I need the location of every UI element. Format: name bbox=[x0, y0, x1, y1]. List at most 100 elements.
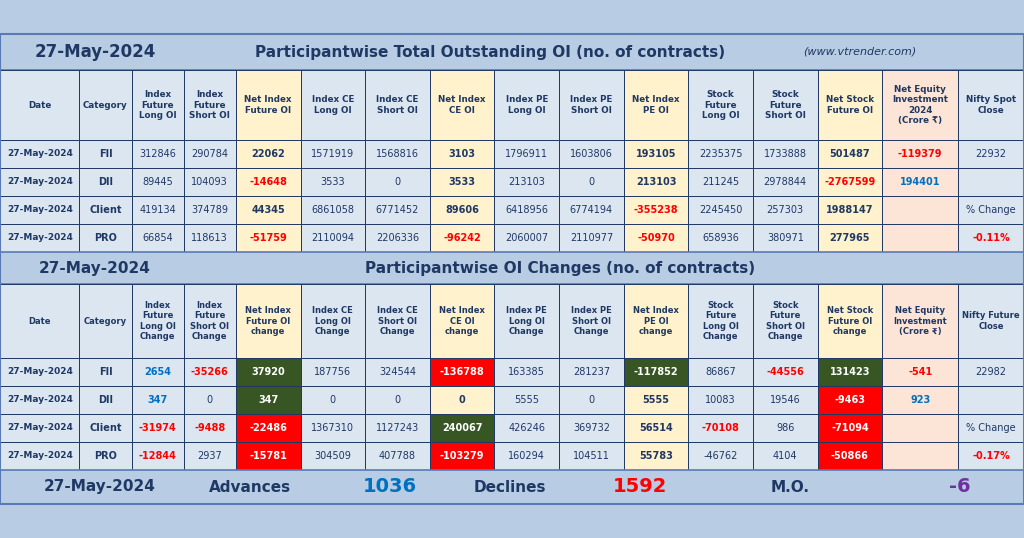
Bar bbox=[688, 168, 753, 196]
Bar bbox=[131, 358, 183, 386]
Text: 160294: 160294 bbox=[508, 451, 545, 461]
Bar bbox=[753, 386, 817, 414]
Text: 3103: 3103 bbox=[449, 149, 475, 159]
Bar bbox=[495, 386, 559, 414]
Bar bbox=[80, 442, 131, 470]
Text: 419134: 419134 bbox=[139, 205, 176, 215]
Bar bbox=[559, 442, 624, 470]
Text: PRO: PRO bbox=[94, 233, 117, 243]
Text: 56514: 56514 bbox=[639, 423, 673, 433]
Bar bbox=[0, 252, 1024, 284]
Bar bbox=[300, 284, 366, 358]
Text: 1571919: 1571919 bbox=[311, 149, 354, 159]
Text: Net Stock
Future OI
change: Net Stock Future OI change bbox=[826, 306, 873, 336]
Bar bbox=[958, 414, 1024, 442]
Bar bbox=[80, 168, 131, 196]
Text: DII: DII bbox=[98, 395, 113, 405]
Text: PRO: PRO bbox=[94, 451, 117, 461]
Text: Index
Future
Long OI: Index Future Long OI bbox=[139, 90, 176, 120]
Bar bbox=[0, 224, 80, 252]
Bar bbox=[883, 386, 958, 414]
Bar bbox=[300, 224, 366, 252]
Text: 290784: 290784 bbox=[191, 149, 228, 159]
Bar bbox=[366, 224, 430, 252]
Text: 6774194: 6774194 bbox=[569, 205, 613, 215]
Text: 19546: 19546 bbox=[770, 395, 801, 405]
Text: -50970: -50970 bbox=[637, 233, 675, 243]
Bar bbox=[958, 358, 1024, 386]
Text: 2110977: 2110977 bbox=[569, 233, 613, 243]
Bar bbox=[236, 386, 300, 414]
Text: Category: Category bbox=[83, 101, 128, 110]
Bar bbox=[183, 70, 236, 140]
Bar bbox=[131, 224, 183, 252]
Bar bbox=[688, 358, 753, 386]
Bar bbox=[80, 224, 131, 252]
Text: 2206336: 2206336 bbox=[376, 233, 419, 243]
Bar bbox=[817, 168, 883, 196]
Bar bbox=[430, 70, 495, 140]
Text: Net Index
PE OI: Net Index PE OI bbox=[632, 95, 680, 115]
Text: 1592: 1592 bbox=[612, 478, 668, 497]
Bar bbox=[624, 140, 688, 168]
Text: Advances: Advances bbox=[209, 479, 291, 494]
Text: 104511: 104511 bbox=[573, 451, 610, 461]
Text: 986: 986 bbox=[776, 423, 795, 433]
Text: 1127243: 1127243 bbox=[376, 423, 419, 433]
Text: Participantwise Total Outstanding OI (no. of contracts): Participantwise Total Outstanding OI (no… bbox=[255, 45, 725, 60]
Bar bbox=[183, 442, 236, 470]
Bar bbox=[236, 442, 300, 470]
Text: 6771452: 6771452 bbox=[376, 205, 419, 215]
Text: 923: 923 bbox=[910, 395, 931, 405]
Bar bbox=[236, 168, 300, 196]
Text: 1603806: 1603806 bbox=[570, 149, 612, 159]
Bar bbox=[624, 358, 688, 386]
Bar bbox=[430, 386, 495, 414]
Bar bbox=[80, 70, 131, 140]
Text: 22932: 22932 bbox=[976, 149, 1007, 159]
Text: 213103: 213103 bbox=[508, 177, 545, 187]
Bar bbox=[366, 168, 430, 196]
Bar bbox=[958, 140, 1024, 168]
Bar bbox=[183, 414, 236, 442]
Bar bbox=[236, 70, 300, 140]
Text: 211245: 211245 bbox=[702, 177, 739, 187]
Bar bbox=[624, 386, 688, 414]
Text: 27-May-2024: 27-May-2024 bbox=[39, 260, 151, 275]
Text: 27-May-2024: 27-May-2024 bbox=[7, 367, 73, 377]
Bar bbox=[0, 386, 80, 414]
Text: 0: 0 bbox=[459, 395, 466, 405]
Bar bbox=[495, 196, 559, 224]
Text: 37920: 37920 bbox=[251, 367, 285, 377]
Text: 1796911: 1796911 bbox=[505, 149, 548, 159]
Text: Stock
Future
Long OI: Stock Future Long OI bbox=[701, 90, 739, 120]
Text: Nifty Spot
Close: Nifty Spot Close bbox=[966, 95, 1016, 115]
Bar bbox=[624, 168, 688, 196]
Bar bbox=[300, 140, 366, 168]
Bar bbox=[817, 70, 883, 140]
Text: 27-May-2024: 27-May-2024 bbox=[7, 206, 73, 215]
Bar bbox=[131, 284, 183, 358]
Text: 2060007: 2060007 bbox=[505, 233, 548, 243]
Text: -71094: -71094 bbox=[831, 423, 868, 433]
Bar bbox=[80, 284, 131, 358]
Text: Date: Date bbox=[29, 316, 51, 325]
Bar bbox=[0, 358, 80, 386]
Text: -103279: -103279 bbox=[440, 451, 484, 461]
Bar bbox=[0, 140, 80, 168]
Bar bbox=[300, 442, 366, 470]
Bar bbox=[430, 284, 495, 358]
Bar bbox=[753, 414, 817, 442]
Bar bbox=[366, 284, 430, 358]
Text: Nifty Future
Close: Nifty Future Close bbox=[963, 312, 1020, 331]
Text: Net Equity
Investment
2024
(Crore ₹): Net Equity Investment 2024 (Crore ₹) bbox=[892, 85, 948, 125]
Text: Index
Future
Long OI
Change: Index Future Long OI Change bbox=[139, 301, 175, 341]
Bar bbox=[495, 168, 559, 196]
Text: -50866: -50866 bbox=[831, 451, 869, 461]
Bar bbox=[495, 414, 559, 442]
Bar bbox=[300, 358, 366, 386]
Text: 1367310: 1367310 bbox=[311, 423, 354, 433]
Text: -2767599: -2767599 bbox=[824, 177, 876, 187]
Bar bbox=[0, 34, 1024, 504]
Bar bbox=[183, 358, 236, 386]
